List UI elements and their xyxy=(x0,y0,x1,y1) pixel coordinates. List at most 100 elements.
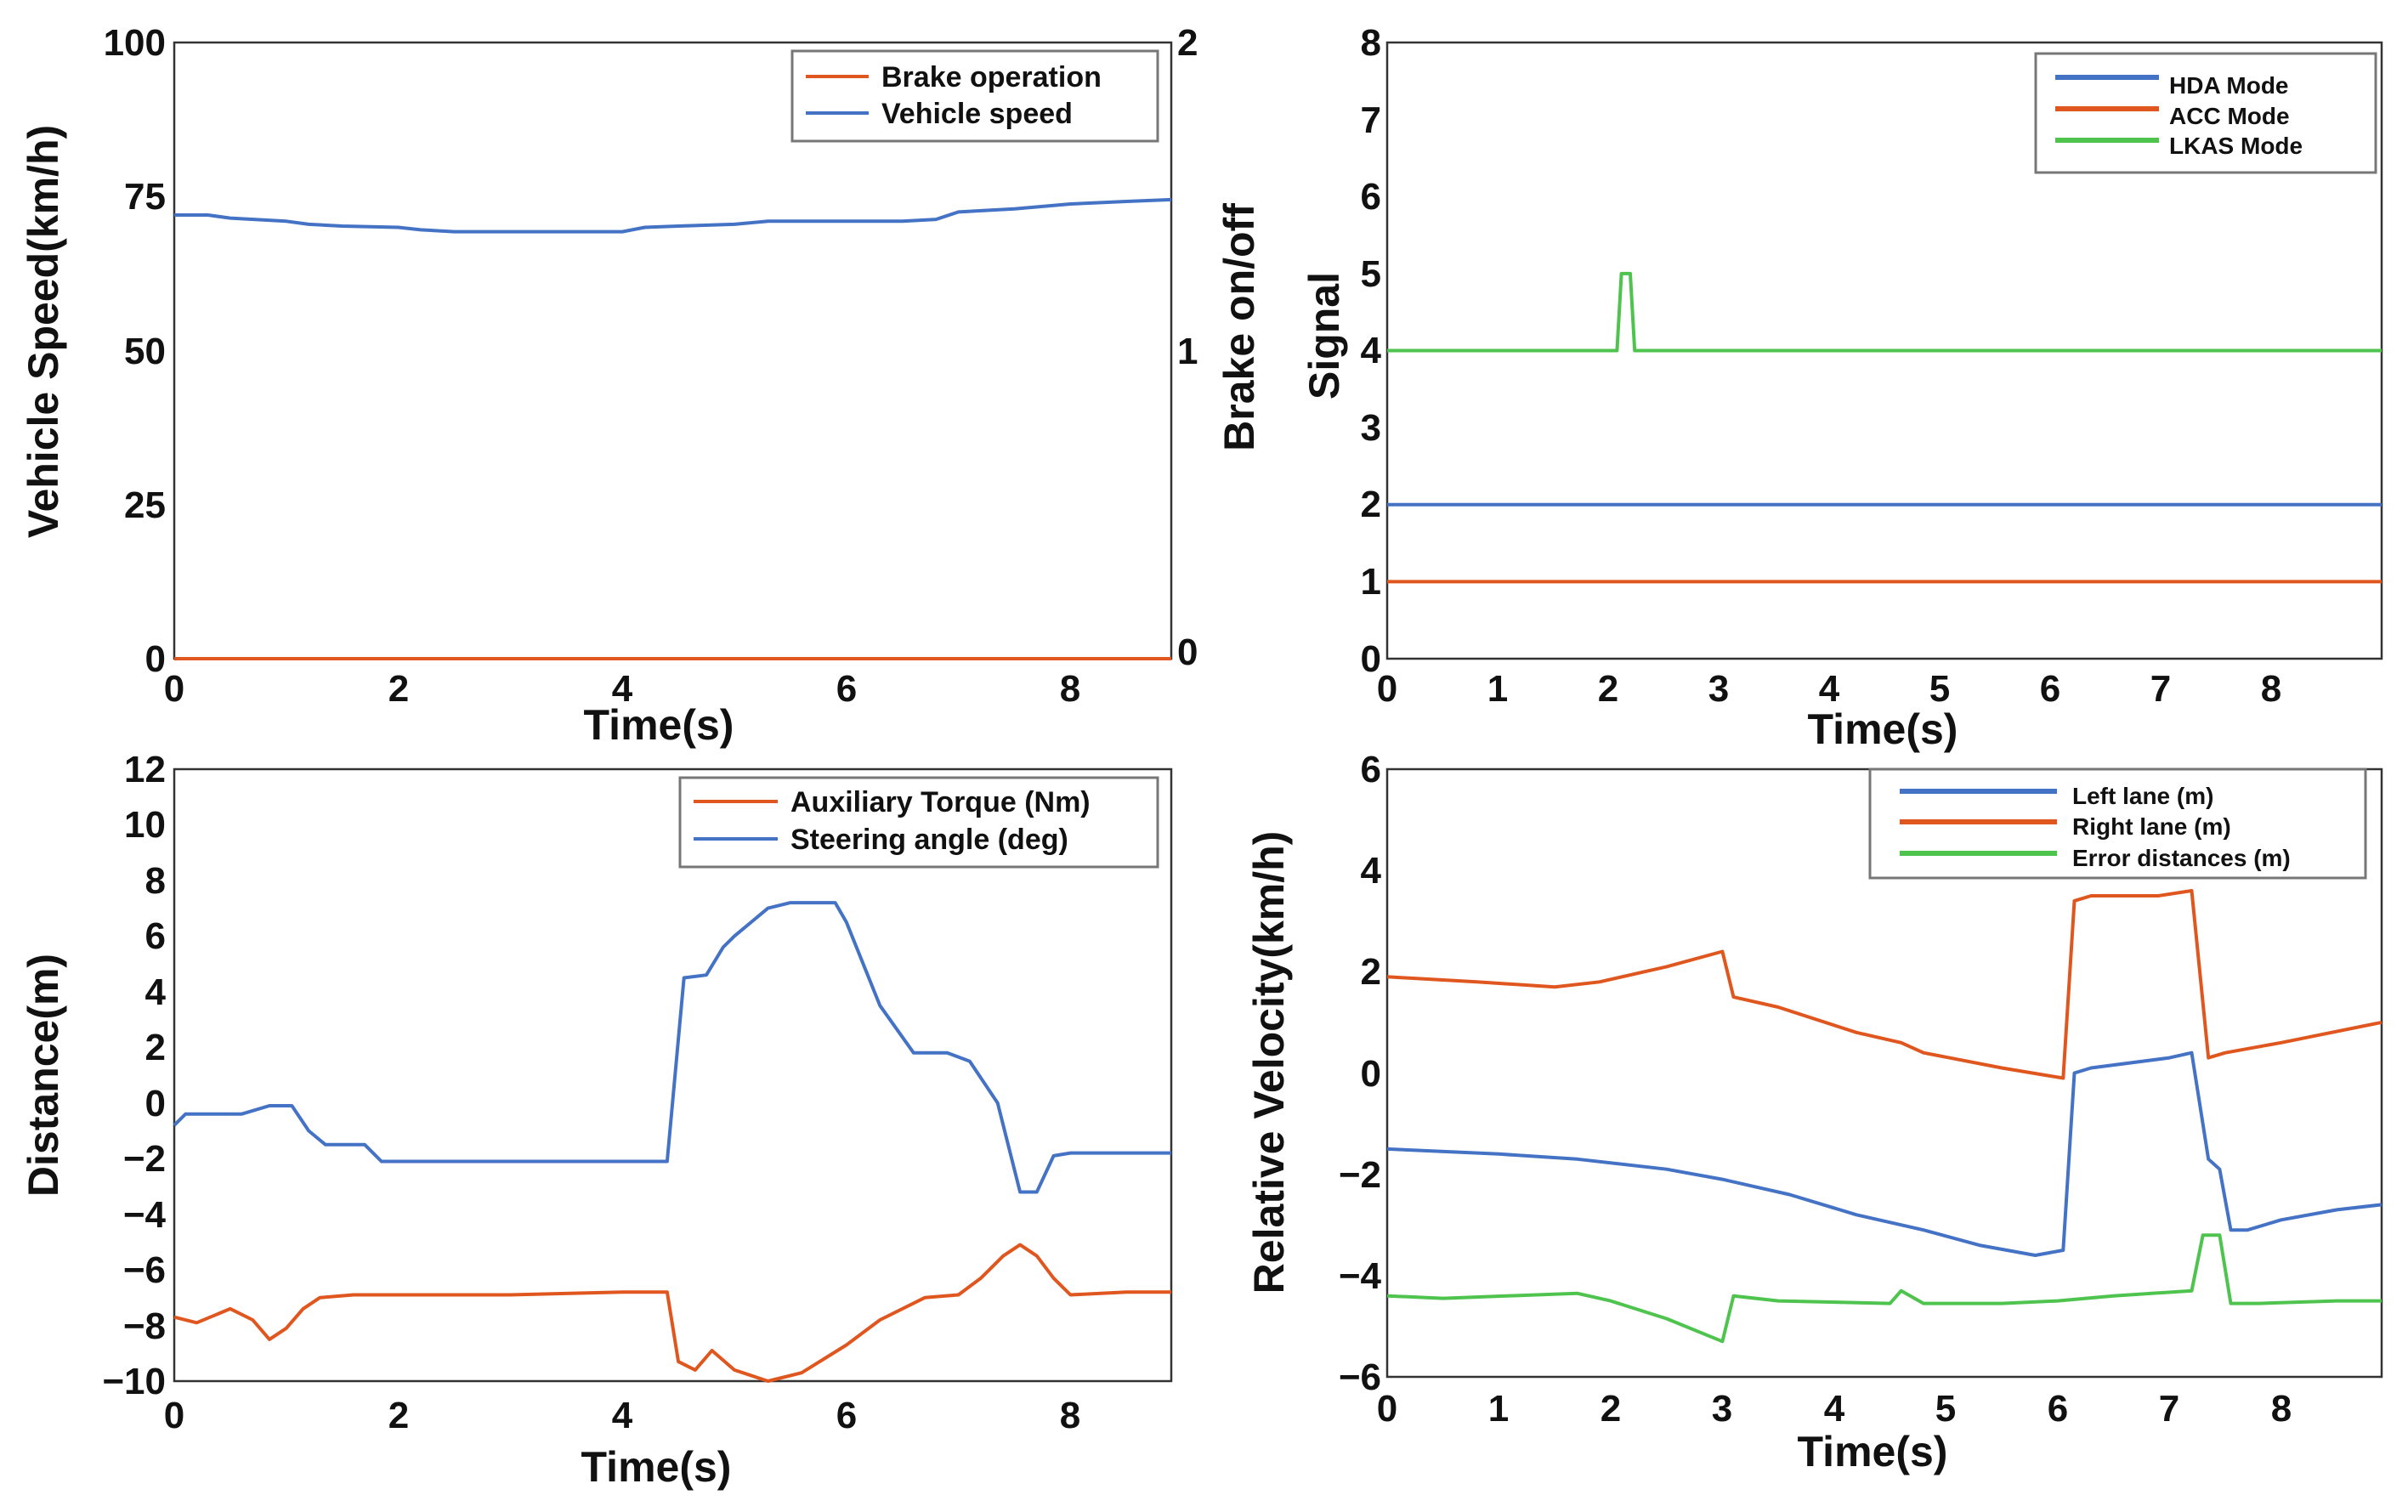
x-tick: 8 xyxy=(1060,1395,1080,1436)
x-tick: 4 xyxy=(612,1395,633,1436)
y-tick: 2 xyxy=(1361,484,1381,525)
y-tick: −4 xyxy=(123,1194,167,1236)
panel-d-x-label: Time(s) xyxy=(1798,1428,1948,1475)
panel-a-y2-label: Brake on/off xyxy=(1215,203,1263,451)
legend-label: Brake operation xyxy=(881,61,1102,93)
x-tick: 0 xyxy=(164,1395,184,1436)
y-tick: 12 xyxy=(124,749,166,790)
x-tick: 0 xyxy=(1377,1388,1397,1430)
x-tick: 4 xyxy=(612,668,633,710)
x-tick: 6 xyxy=(2040,668,2060,710)
x-tick: 8 xyxy=(2261,668,2281,710)
panel-c-legend: Auxiliary Torque (Nm) Steering angle (de… xyxy=(678,776,1159,869)
y2-tick: 1 xyxy=(1177,331,1198,372)
y-tick: 100 xyxy=(104,22,166,64)
y-tick: −2 xyxy=(123,1138,166,1180)
x-tick: 3 xyxy=(1708,668,1729,710)
y-tick: −6 xyxy=(123,1249,166,1291)
x-tick: 3 xyxy=(1712,1388,1732,1430)
series-line-left-lane-m xyxy=(1386,1050,2383,1257)
x-tick: 7 xyxy=(2159,1388,2179,1430)
y-tick: 6 xyxy=(1361,749,1381,790)
panel-c-x-ticks: 0 2 4 6 8 xyxy=(164,1395,1080,1436)
x-tick: 7 xyxy=(2150,668,2171,710)
y-tick: 3 xyxy=(1361,407,1381,449)
x-tick: 2 xyxy=(388,668,409,710)
y2-tick: 0 xyxy=(1177,631,1198,673)
panel-b-y-label: Signal xyxy=(1300,272,1348,399)
panel-a-y2-ticks: 0 1 2 xyxy=(1177,22,1198,673)
panel-d-y-ticks: −6 −4 −2 0 2 4 6 xyxy=(1339,749,1382,1398)
panel-b-legend: HDA Mode ACC Mode LKAS Mode xyxy=(2034,52,2377,174)
panel-a: 0 25 50 75 100 0 1 2 0 2 4 6 8 Time(s) V… xyxy=(20,22,1263,749)
panel-b: 0 1 2 3 4 5 6 7 8 0 1 2 3 4 5 6 7 8 Time… xyxy=(1300,22,2383,753)
x-tick: 8 xyxy=(2271,1388,2292,1430)
x-tick: 2 xyxy=(1598,668,1618,710)
x-tick: 6 xyxy=(836,668,857,710)
panel-a-y-ticks: 0 25 50 75 100 xyxy=(104,22,166,680)
panel-a-legend: Brake operation Vehicle speed xyxy=(790,49,1159,143)
x-tick: 0 xyxy=(164,668,184,710)
panel-a-plot-area xyxy=(174,197,1172,660)
y-tick: 4 xyxy=(145,971,167,1013)
panel-a-x-label: Time(s) xyxy=(584,701,734,749)
y-tick: 0 xyxy=(1361,1053,1381,1095)
panel-d-legend: Left lane (m) Right lane (m) Error dista… xyxy=(1868,767,2367,880)
y-tick: 50 xyxy=(124,331,166,372)
legend-label: Steering angle (deg) xyxy=(790,824,1068,856)
x-tick: 4 xyxy=(1819,668,1840,710)
x-tick: 6 xyxy=(836,1395,857,1436)
panel-a-x-ticks: 0 2 4 6 8 xyxy=(164,668,1080,710)
series-line-right-lane-m xyxy=(1386,889,2383,1080)
y-tick: 4 xyxy=(1361,850,1382,892)
x-tick: 4 xyxy=(1824,1388,1845,1430)
panel-c-frame xyxy=(173,767,1173,1383)
legend-label: LKAS Mode xyxy=(2169,133,2303,159)
legend-box xyxy=(2034,52,2377,174)
y-tick: 0 xyxy=(145,638,166,680)
y-tick: 2 xyxy=(145,1027,166,1068)
y-tick: 6 xyxy=(145,915,166,957)
panel-a-y-label: Vehicle Speed(km/h) xyxy=(20,125,67,538)
y2-tick: 2 xyxy=(1177,22,1198,64)
panel-c-x-label: Time(s) xyxy=(581,1443,732,1491)
panel-b-y-ticks: 0 1 2 3 4 5 6 7 8 xyxy=(1361,22,1382,680)
y-tick: −2 xyxy=(1339,1154,1381,1196)
panel-c-y-label: Distance(m) xyxy=(20,954,67,1197)
y-tick: 75 xyxy=(124,176,166,218)
y-tick: −6 xyxy=(1339,1356,1381,1398)
legend-box xyxy=(678,776,1159,869)
panel-c-plot-area xyxy=(173,901,1171,1383)
panel-d-x-ticks: 0 1 2 3 4 5 6 7 8 xyxy=(1377,1388,2292,1430)
y-tick: 0 xyxy=(1361,638,1381,680)
legend-label: Error distances (m) xyxy=(2072,845,2291,871)
y-tick: 8 xyxy=(145,860,166,902)
x-tick: 6 xyxy=(2048,1388,2068,1430)
series-line-lkas-mode xyxy=(1387,271,2382,353)
y-tick: 7 xyxy=(1361,99,1381,141)
x-tick: 5 xyxy=(1935,1388,1956,1430)
y-tick: 10 xyxy=(124,804,166,846)
x-tick: 5 xyxy=(1929,668,1950,710)
panel-d: −6 −4 −2 0 2 4 6 0 1 2 3 4 5 6 7 8 Time(… xyxy=(1245,749,2383,1475)
series-line-vehicle-speed xyxy=(174,197,1172,234)
panel-d-plot-area xyxy=(1386,889,2383,1344)
x-tick: 8 xyxy=(1060,668,1080,710)
series-line-steering-angle-deg xyxy=(173,901,1171,1194)
legend-label: Left lane (m) xyxy=(2072,783,2213,809)
x-tick: 1 xyxy=(1487,668,1508,710)
legend-label: Vehicle speed xyxy=(881,98,1073,130)
y-tick: 25 xyxy=(124,484,166,526)
y-tick: −10 xyxy=(102,1361,166,1402)
panel-d-y-label: Relative Velocity(km/h) xyxy=(1245,831,1293,1294)
x-tick: 1 xyxy=(1488,1388,1509,1430)
y-tick: 8 xyxy=(1361,22,1381,64)
y-tick: 6 xyxy=(1361,176,1381,218)
panel-b-x-label: Time(s) xyxy=(1808,705,1958,753)
y-tick: −4 xyxy=(1339,1255,1382,1297)
legend-box xyxy=(790,49,1159,143)
legend-label: ACC Mode xyxy=(2169,103,2290,129)
series-line-error-distances-m xyxy=(1386,1233,2382,1344)
y-tick: 5 xyxy=(1361,253,1381,295)
x-tick: 2 xyxy=(1601,1388,1621,1430)
